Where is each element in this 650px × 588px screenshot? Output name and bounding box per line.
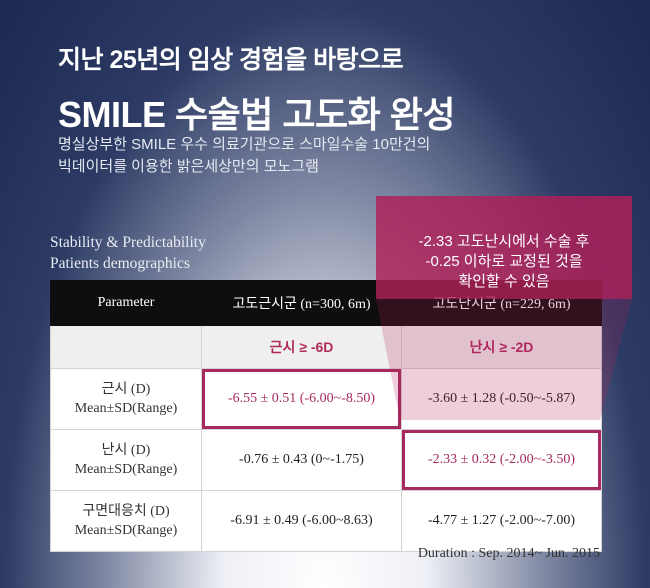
table-row: 근시 (D) Mean±SD(Range) -6.55 ± 0.51 (-6.0…: [50, 368, 602, 430]
parameter-name: 근시 (D): [101, 382, 151, 397]
highlighted-cell: -2.33 ± 0.32 (-2.00~-3.50): [401, 429, 602, 491]
condition-empty: [50, 325, 202, 369]
table-cell: -0.76 ± 0.43 (0~-1.75): [201, 429, 402, 491]
row-parameter: 구면대응치 (D) Mean±SD(Range): [50, 490, 202, 552]
parameter-stat: Mean±SD(Range): [74, 401, 178, 416]
section-title-line-2: Patients demographics: [50, 255, 190, 272]
section-title-line-1: Stability & Predictability: [50, 234, 206, 251]
parameter-stat: Mean±SD(Range): [74, 462, 178, 477]
callout-line-2: -0.25 이하로 교정된 것을: [425, 253, 583, 270]
duration-note: Duration : Sep. 2014~ Jun. 2015: [417, 546, 600, 561]
callout-box: -2.33 고도난시에서 수술 후 -0.25 이하로 교정된 것을 확인할 수…: [376, 196, 632, 299]
callout-line-3: 확인할 수 있음: [458, 273, 550, 290]
row-parameter: 난시 (D) Mean±SD(Range): [50, 429, 202, 491]
parameter-name: 구면대응치 (D): [82, 504, 170, 519]
description: 명실상부한 SMILE 우수 의료기관으로 스마일수술 10만건의 빅데이터를 …: [58, 134, 430, 178]
table-cell: -3.60 ± 1.28 (-0.50~-5.87): [401, 368, 602, 430]
condition-myopia: 근시 ≥ -6D: [201, 325, 402, 369]
header-high-myopia-group: 고도근시군 (n=300, 6m): [201, 280, 402, 326]
demographics-table: Parameter 고도근시군 (n=300, 6m) 고도난시군 (n=229…: [50, 280, 602, 552]
header-parameter: Parameter: [50, 280, 202, 326]
hero-title: SMILE 수술법 고도화 완성: [58, 94, 455, 135]
row-parameter: 근시 (D) Mean±SD(Range): [50, 368, 202, 430]
hero-subtitle: 지난 25년의 임상 경험을 바탕으로: [58, 46, 404, 74]
parameter-stat: Mean±SD(Range): [74, 523, 178, 538]
highlighted-cell: -6.55 ± 0.51 (-6.00~-8.50): [201, 368, 402, 430]
table-row: 난시 (D) Mean±SD(Range) -0.76 ± 0.43 (0~-1…: [50, 429, 602, 491]
hero-heading: 지난 25년의 임상 경험을 바탕으로 SMILE 수술법 고도화 완성: [58, 40, 455, 138]
condition-astigmatism: 난시 ≥ -2D: [401, 325, 602, 369]
table-cell: -6.91 ± 0.49 (-6.00~8.63): [201, 490, 402, 552]
table-condition-row: 근시 ≥ -6D 난시 ≥ -2D: [50, 325, 602, 369]
table-cell: -4.77 ± 1.27 (-2.00~-7.00): [401, 490, 602, 552]
callout-line-1: -2.33 고도난시에서 수술 후: [418, 233, 590, 250]
section-title: Stability & Predictability Patients demo…: [50, 232, 206, 274]
parameter-name: 난시 (D): [101, 443, 151, 458]
description-line-1: 명실상부한 SMILE 우수 의료기관으로 스마일수술 10만건의: [58, 136, 431, 153]
description-line-2: 빅데이터를 이용한 밝은세상만의 모노그램: [58, 158, 319, 175]
table-row: 구면대응치 (D) Mean±SD(Range) -6.91 ± 0.49 (-…: [50, 490, 602, 552]
